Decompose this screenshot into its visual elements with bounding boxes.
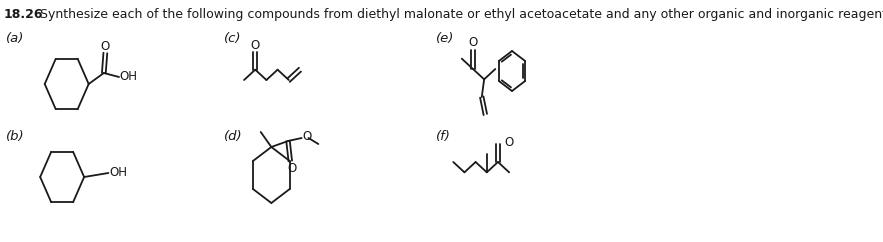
Text: (b): (b) [6, 130, 25, 143]
Text: 18.26: 18.26 [4, 8, 43, 21]
Text: O: O [101, 39, 110, 53]
Text: (c): (c) [223, 32, 241, 45]
Text: O: O [302, 130, 312, 144]
Text: (f): (f) [436, 130, 450, 143]
Text: (e): (e) [436, 32, 454, 45]
Text: Synthesize each of the following compounds from diethyl malonate or ethyl acetoa: Synthesize each of the following compoun… [32, 8, 883, 21]
Text: (d): (d) [223, 130, 242, 143]
Text: O: O [468, 37, 478, 50]
Text: O: O [287, 161, 297, 174]
Text: (a): (a) [6, 32, 25, 45]
Text: OH: OH [120, 69, 138, 83]
Text: O: O [504, 136, 513, 150]
Text: O: O [251, 39, 260, 52]
Text: OH: OH [109, 166, 127, 179]
